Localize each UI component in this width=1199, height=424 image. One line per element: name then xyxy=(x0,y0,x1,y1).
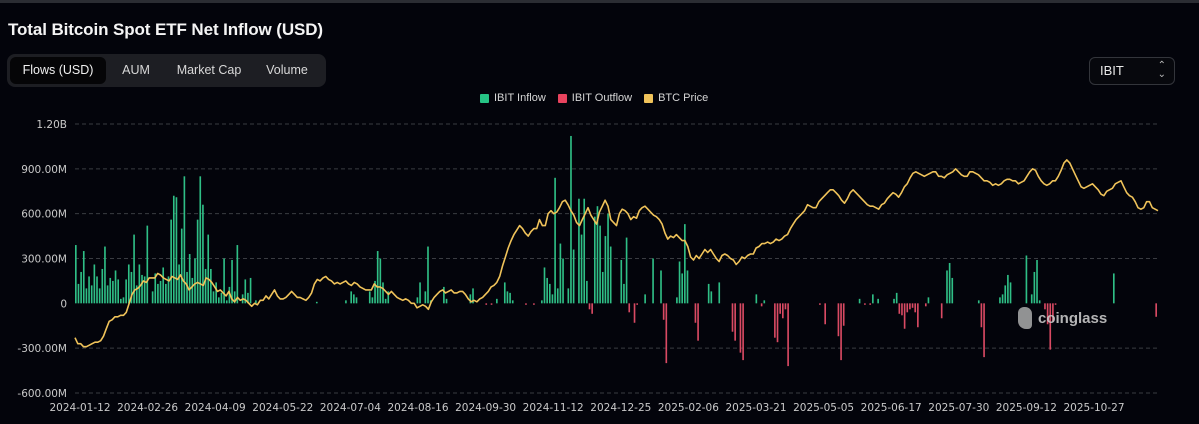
svg-text:2025-10-27: 2025-10-27 xyxy=(1063,402,1124,414)
inflow-swatch-icon xyxy=(480,93,489,103)
svg-text:2024-09-30: 2024-09-30 xyxy=(455,402,516,414)
tab-flows-usd[interactable]: Flows (USD) xyxy=(10,57,106,84)
coinglass-watermark: coinglass xyxy=(1018,307,1107,329)
etf-selector[interactable]: IBIT ⌃ ⌄ xyxy=(1089,57,1175,85)
svg-text:1.20B: 1.20B xyxy=(36,119,67,131)
svg-text:2024-02-26: 2024-02-26 xyxy=(117,402,178,414)
svg-text:2024-07-04: 2024-07-04 xyxy=(320,402,381,414)
svg-text:2024-05-22: 2024-05-22 xyxy=(252,402,313,414)
svg-text:2024-04-09: 2024-04-09 xyxy=(185,402,246,414)
watermark-text: coinglass xyxy=(1038,309,1108,327)
svg-text:2025-05-05: 2025-05-05 xyxy=(793,402,854,414)
price-swatch-icon xyxy=(644,93,654,103)
chevron-updown-icon: ⌃ ⌄ xyxy=(1157,60,1166,80)
svg-text:0: 0 xyxy=(60,298,67,310)
svg-text:2024-12-25: 2024-12-25 xyxy=(590,402,651,414)
svg-text:2025-02-06: 2025-02-06 xyxy=(658,402,719,414)
svg-text:2025-03-21: 2025-03-21 xyxy=(725,402,786,414)
chart-gridlines xyxy=(75,123,1158,394)
legend-item-inflow[interactable]: IBIT Inflow xyxy=(480,92,546,104)
svg-text:300.00M: 300.00M xyxy=(21,254,67,266)
svg-text:2025-07-30: 2025-07-30 xyxy=(928,402,989,414)
y-axis-ticks: 1.20B 900.00M 600.00M 300.00M 0 -300.00M -600.… xyxy=(17,119,67,400)
legend-label: IBIT Inflow xyxy=(494,92,546,104)
svg-text:600.00M: 600.00M xyxy=(21,209,67,221)
flow-bars xyxy=(75,135,1157,367)
x-axis-ticks: 2024-01-12 2024-02-26 2024-04-09 2024-05-22… xyxy=(49,402,1124,414)
svg-text:2025-06-17: 2025-06-17 xyxy=(861,402,922,414)
svg-text:-300.00M: -300.00M xyxy=(17,343,67,355)
legend-label: BTC Price xyxy=(658,92,709,104)
top-divider xyxy=(0,0,1199,3)
svg-text:2025-09-12: 2025-09-12 xyxy=(996,402,1057,414)
legend-label: IBIT Outflow xyxy=(571,92,633,104)
tab-volume[interactable]: Volume xyxy=(266,63,308,77)
legend-item-btc-price[interactable]: BTC Price xyxy=(644,92,708,104)
svg-text:2024-01-12: 2024-01-12 xyxy=(49,402,110,414)
svg-text:2024-11-12: 2024-11-12 xyxy=(523,402,584,414)
chart-legend: IBIT Inflow IBIT Outflow BTC Price xyxy=(480,92,708,104)
metric-tabs: Flows (USD) AUM Market Cap Volume xyxy=(7,54,326,87)
etf-selector-value: IBIT xyxy=(1100,63,1124,78)
legend-item-outflow[interactable]: IBIT Outflow xyxy=(557,92,633,104)
page-title: Total Bitcoin Spot ETF Net Inflow (USD) xyxy=(8,20,323,39)
svg-text:-600.00M: -600.00M xyxy=(17,388,67,400)
coinglass-logo-icon xyxy=(1018,307,1032,329)
btc-price-line xyxy=(74,159,1159,348)
svg-text:900.00M: 900.00M xyxy=(21,164,67,176)
svg-text:2024-08-16: 2024-08-16 xyxy=(387,402,448,414)
outflow-swatch-icon xyxy=(557,93,567,103)
tab-market-cap[interactable]: Market Cap xyxy=(176,63,242,77)
tab-aum[interactable]: AUM xyxy=(122,63,150,77)
